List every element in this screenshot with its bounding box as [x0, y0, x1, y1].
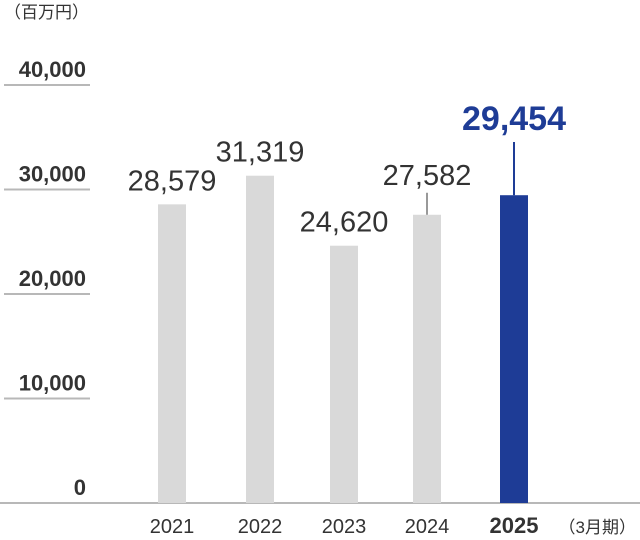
- value-label: 31,319: [216, 137, 305, 169]
- x-axis: 2021 2022 2023 2024 2025: [150, 513, 539, 538]
- category-label: 2021: [150, 516, 195, 538]
- y-tick-label: 10,000: [19, 371, 86, 396]
- category-label: 2024: [405, 516, 450, 538]
- bar: [413, 214, 441, 503]
- bar: [500, 195, 528, 504]
- y-tick-label: 30,000: [19, 162, 86, 187]
- value-label: 28,579: [128, 165, 217, 197]
- bar: [158, 204, 186, 503]
- value-label: 24,620: [300, 207, 389, 239]
- category-label: 2022: [238, 516, 283, 538]
- category-label: 2025: [490, 513, 539, 538]
- category-label: 2023: [322, 516, 367, 538]
- bar: [330, 245, 358, 503]
- value-label: 29,454: [462, 100, 566, 138]
- bars: [158, 175, 528, 504]
- y-tick-label: 0: [74, 475, 86, 500]
- y-axis: 0 10,000 20,000 30,000 40,000: [0, 57, 640, 504]
- unit-label: （百万円）: [4, 3, 89, 22]
- value-label: 27,582: [383, 160, 472, 192]
- y-tick-label: 20,000: [19, 266, 86, 291]
- period-label: （3月期）: [559, 518, 636, 537]
- bar: [246, 175, 274, 504]
- y-tick-label: 40,000: [19, 57, 86, 82]
